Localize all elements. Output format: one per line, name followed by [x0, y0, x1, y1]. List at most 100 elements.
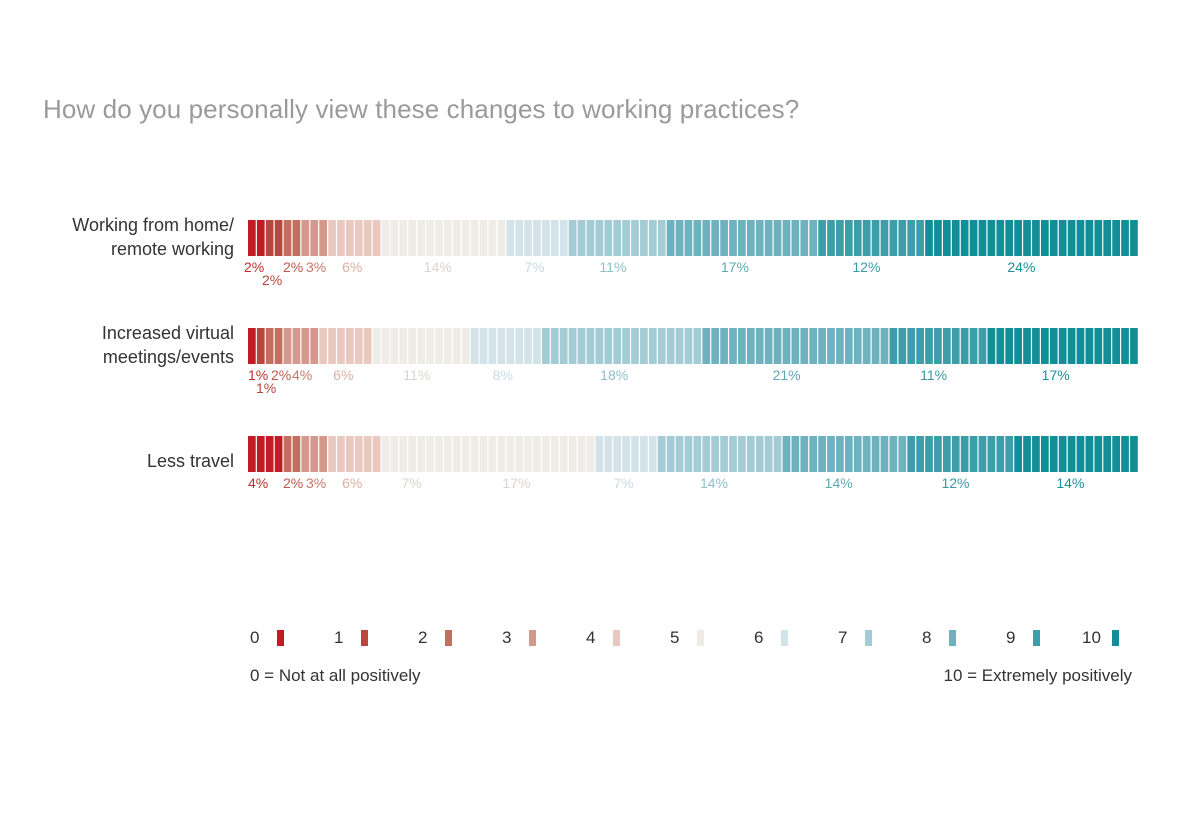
- bar-segment: [550, 436, 559, 472]
- bar-segment: [319, 220, 327, 256]
- bar-segment: [1067, 220, 1076, 256]
- bar-segment: [934, 220, 942, 256]
- bar-segment: [827, 436, 835, 472]
- bar-segment: [515, 220, 524, 256]
- bar-segment: [1040, 436, 1049, 472]
- bar-segment: [942, 220, 951, 256]
- value-label: 2%: [283, 475, 303, 491]
- legend-swatch: [865, 630, 872, 646]
- bar-segment: [390, 328, 399, 364]
- legend-level-label: 5: [670, 628, 680, 647]
- bar-segment: [310, 328, 319, 364]
- bar-segment: [586, 436, 595, 472]
- value-label: 18%: [600, 367, 628, 383]
- bar-segment: [372, 328, 381, 364]
- bar-segment: [729, 220, 737, 256]
- legend-level-label: 9: [1006, 628, 1016, 647]
- bar-segment: [978, 436, 987, 472]
- bar-segment: [604, 436, 613, 472]
- bar-segment: [515, 436, 524, 472]
- row-label-working-from-home: Working from home/ remote working: [0, 213, 234, 261]
- bar-segment: [755, 220, 764, 256]
- bar-segment: [319, 436, 327, 472]
- bar-segment: [693, 436, 702, 472]
- bar-segment: [934, 436, 942, 472]
- bar-segment: [399, 220, 408, 256]
- bar-segment: [800, 328, 809, 364]
- bar-segment: [1023, 220, 1031, 256]
- bar-segment: [1103, 436, 1112, 472]
- bar-segment: [693, 328, 702, 364]
- bar-segment: [978, 220, 987, 256]
- bar-segment: [622, 436, 630, 472]
- bar-segment: [951, 220, 960, 256]
- bar-segment: [283, 436, 292, 472]
- bar-segment: [942, 328, 951, 364]
- bar-segment: [256, 328, 265, 364]
- bar-segment: [1067, 436, 1076, 472]
- bar-segment: [506, 328, 515, 364]
- bar-segment: [622, 328, 630, 364]
- bar-segment: [738, 436, 746, 472]
- bar-segment: [800, 436, 809, 472]
- legend-swatch: [361, 630, 368, 646]
- bar-segment: [951, 328, 960, 364]
- bar-segment: [916, 436, 924, 472]
- bar-segment: [978, 328, 987, 364]
- bar-segment: [987, 328, 996, 364]
- bar-segment: [1040, 328, 1049, 364]
- bar-segment: [889, 328, 898, 364]
- value-label: 3%: [306, 475, 326, 491]
- bar-segment: [363, 436, 372, 472]
- value-labels-group: 2%2%2% 3% 6% 14% 7% 11% 17% 12% 24%1%1%2% 4% 6% 11%…: [244, 259, 1084, 491]
- legend-swatch: [445, 630, 452, 646]
- bar-segment: [1005, 328, 1014, 364]
- bar-segment: [675, 328, 684, 364]
- bar-segment: [1023, 436, 1031, 472]
- bar-segment: [996, 328, 1005, 364]
- value-label: 6%: [333, 367, 353, 383]
- bar-segment: [256, 220, 265, 256]
- legend-level-label: 3: [502, 628, 512, 647]
- bar-segment: [354, 328, 363, 364]
- bar-segment: [862, 328, 871, 364]
- bar-segment: [746, 220, 755, 256]
- value-label: 11%: [920, 367, 947, 383]
- bar-segment: [844, 436, 853, 472]
- bar-segment: [836, 220, 844, 256]
- bar-segment: [328, 220, 336, 256]
- bar-segment: [328, 328, 336, 364]
- bar-segment: [711, 220, 720, 256]
- bar-segment: [746, 328, 755, 364]
- bar-segment: [791, 436, 800, 472]
- bar-segment: [426, 220, 434, 256]
- bar-segment: [836, 436, 844, 472]
- bar-segment: [657, 220, 666, 256]
- bar-segment: [568, 436, 577, 472]
- bar-segment: [675, 220, 684, 256]
- bar-segment: [604, 328, 613, 364]
- bar-segment: [818, 220, 826, 256]
- bar-segment: [577, 220, 586, 256]
- bar-segment: [1112, 328, 1120, 364]
- bar-segment: [871, 436, 880, 472]
- bar-segment: [292, 220, 301, 256]
- bar-segment: [337, 436, 345, 472]
- value-label: 7%: [401, 475, 421, 491]
- bar-segment: [996, 220, 1005, 256]
- bar-segment: [711, 328, 720, 364]
- bar-segment: [506, 220, 515, 256]
- bar-segment: [577, 328, 586, 364]
- bar-segment: [417, 436, 425, 472]
- bar-segment: [533, 328, 541, 364]
- bar-segment: [818, 328, 826, 364]
- bar-segment: [1121, 220, 1129, 256]
- value-label: 4%: [248, 475, 268, 491]
- bar-segment: [1094, 436, 1103, 472]
- bar-segment: [844, 220, 853, 256]
- legend-level-label: 4: [586, 628, 596, 647]
- bar-segment: [809, 436, 818, 472]
- bar-segment: [497, 328, 506, 364]
- bar-segment: [853, 220, 862, 256]
- bar-segment: [729, 328, 737, 364]
